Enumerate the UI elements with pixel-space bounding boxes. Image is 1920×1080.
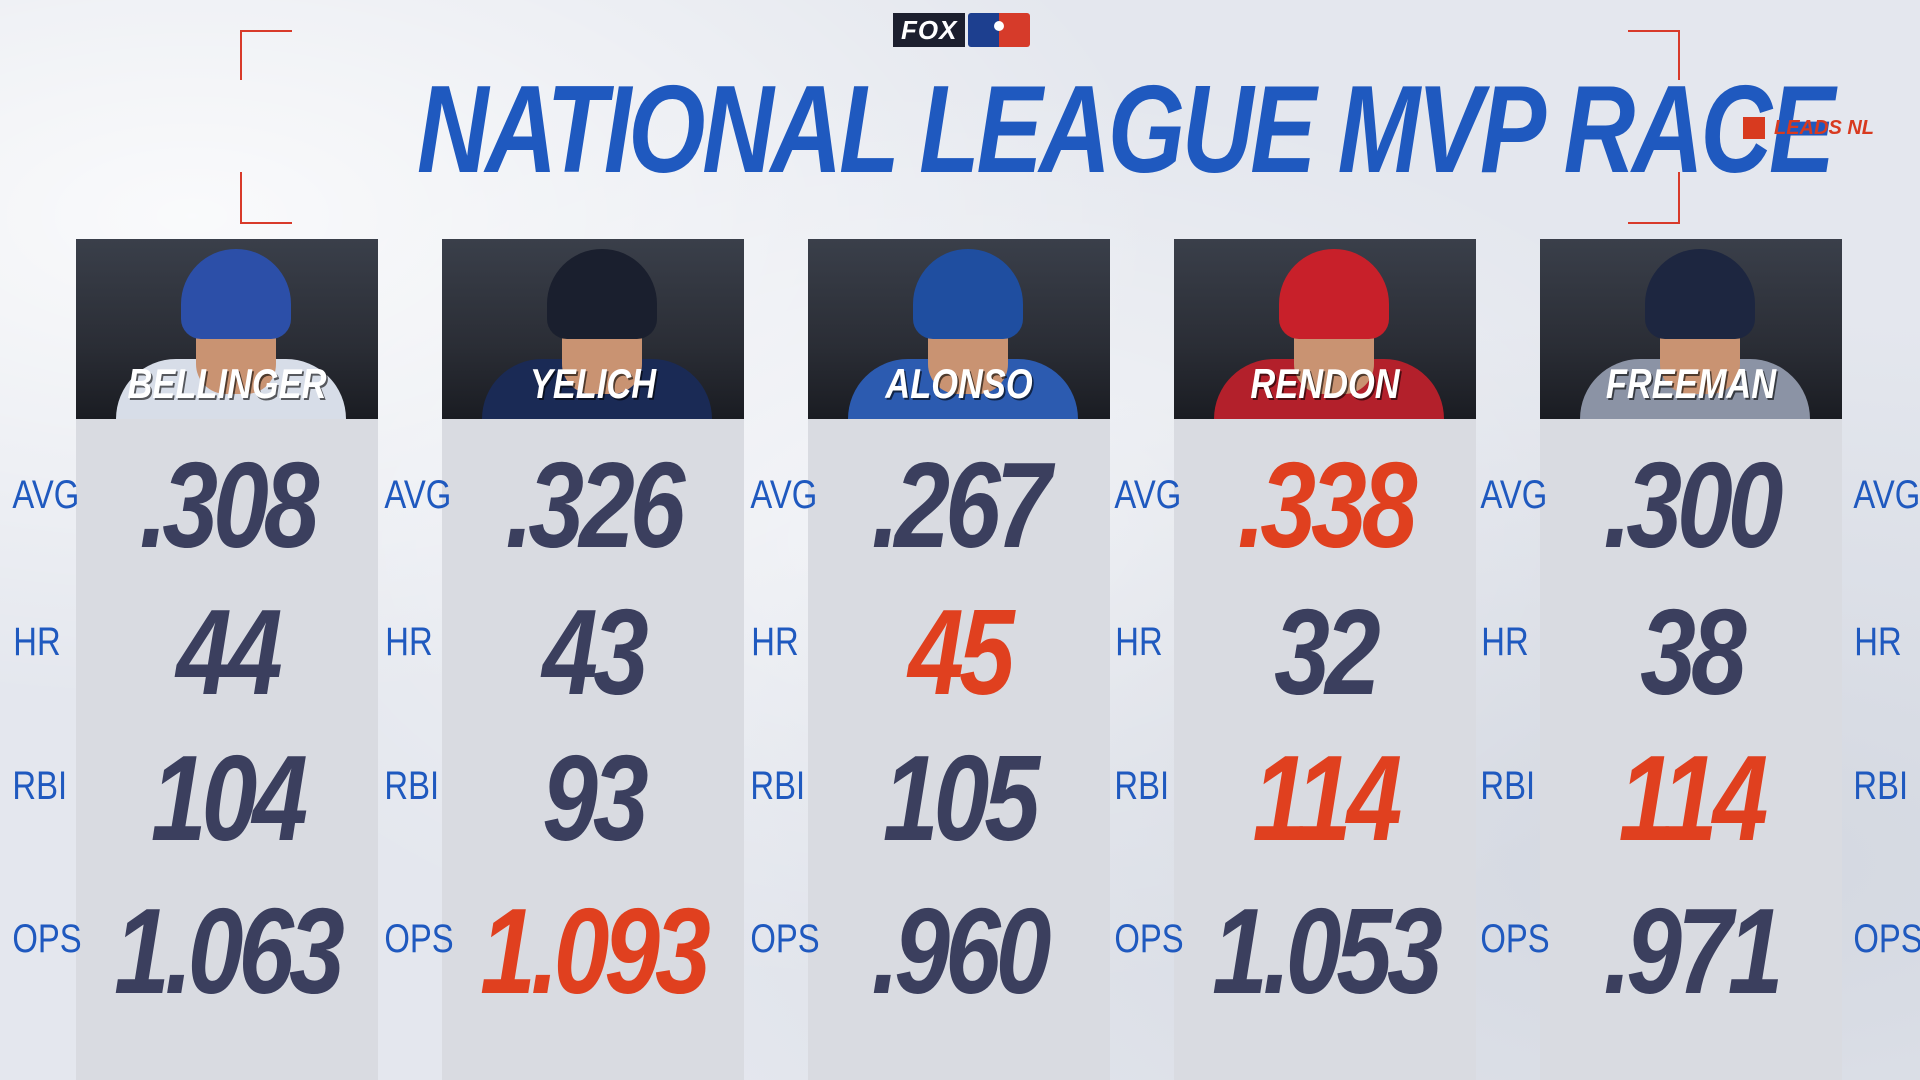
legend: LEADS NL	[1743, 116, 1874, 140]
stat-value-ops: .960	[871, 883, 1051, 1019]
stat-label-avg: AVG	[1853, 473, 1920, 517]
stat-label-avg: AVG	[750, 473, 818, 517]
stat-label-rbi: RBI	[750, 764, 806, 808]
stat-value-avg: .300	[1603, 437, 1783, 573]
stat-label-ops: OPS	[1853, 917, 1920, 961]
stat-label-hr: HR	[1115, 620, 1163, 664]
stat-label-avg: AVG	[1114, 473, 1182, 517]
stat-value-hr: 44	[176, 584, 282, 720]
stat-label-ops: OPS	[12, 917, 82, 961]
stat-label-hr: HR	[13, 620, 61, 664]
stat-label-hr: HR	[1854, 620, 1902, 664]
player-helmet-icon	[547, 249, 657, 339]
stat-value-ops: .971	[1603, 883, 1783, 1019]
player-name: RENDON	[1250, 360, 1400, 407]
player-photo	[808, 239, 1110, 419]
player-helmet-icon	[913, 249, 1023, 339]
stat-label-ops: OPS	[384, 917, 454, 961]
legend-label: LEADS NL	[1774, 116, 1874, 139]
stat-value-avg: .338	[1237, 437, 1417, 573]
title-bracket-top-left	[240, 30, 292, 80]
player-column-bg	[1540, 410, 1842, 1080]
stat-label-rbi: RBI	[1114, 764, 1170, 808]
player-photo	[442, 239, 744, 419]
stat-label-rbi: RBI	[1480, 764, 1536, 808]
title-bracket-top-right	[1628, 30, 1680, 80]
stat-value-hr: 32	[1274, 584, 1380, 720]
stat-value-rbi: 105	[882, 730, 1040, 866]
player-column-bg	[442, 410, 744, 1080]
stat-value-hr: 43	[542, 584, 648, 720]
player-helmet-icon	[181, 249, 291, 339]
stat-label-avg: AVG	[12, 473, 80, 517]
player-name: FREEMAN	[1605, 360, 1777, 407]
stat-label-hr: HR	[385, 620, 433, 664]
stat-label-rbi: RBI	[1853, 764, 1909, 808]
stat-value-ops: 1.063	[114, 883, 345, 1019]
player-card: BELLINGER	[76, 239, 378, 419]
legend-swatch-icon	[1743, 117, 1765, 139]
mlb-logo-icon	[968, 13, 1031, 47]
player-photo	[1174, 239, 1476, 419]
player-card: ALONSO	[808, 239, 1110, 419]
fox-logo: FOX	[893, 13, 966, 47]
player-name: YELICH	[529, 360, 657, 407]
title-bracket-bottom-right	[1628, 172, 1680, 224]
stat-value-avg: .308	[139, 437, 319, 573]
stat-label-hr: HR	[1481, 620, 1529, 664]
stat-label-ops: OPS	[1114, 917, 1184, 961]
player-column-bg	[1174, 410, 1476, 1080]
stat-value-rbi: 93	[542, 730, 648, 866]
player-name: ALONSO	[885, 360, 1033, 407]
player-card: YELICH	[442, 239, 744, 419]
player-helmet-icon	[1645, 249, 1755, 339]
stat-value-avg: .326	[505, 437, 685, 573]
title-bracket-bottom-left	[240, 172, 292, 224]
player-column-bg	[808, 410, 1110, 1080]
player-column-bg	[76, 410, 378, 1080]
player-name: BELLINGER	[127, 360, 327, 407]
stat-label-avg: AVG	[384, 473, 452, 517]
stat-label-rbi: RBI	[12, 764, 68, 808]
stat-value-avg: .267	[871, 437, 1051, 573]
player-helmet-icon	[1279, 249, 1389, 339]
stat-value-rbi: 114	[1252, 730, 1403, 866]
player-card: FREEMAN	[1540, 239, 1842, 419]
stat-value-hr: 45	[908, 584, 1014, 720]
stat-label-ops: OPS	[750, 917, 820, 961]
page-title: NATIONAL LEAGUE MVP RACE	[417, 61, 1835, 199]
stat-label-avg: AVG	[1480, 473, 1548, 517]
stat-value-ops: 1.053	[1212, 883, 1443, 1019]
player-card: RENDON	[1174, 239, 1476, 419]
logo-lockup: FOX	[893, 12, 1031, 48]
stat-label-hr: HR	[751, 620, 799, 664]
stat-label-ops: OPS	[1480, 917, 1550, 961]
stat-value-rbi: 114	[1618, 730, 1769, 866]
stat-value-ops: 1.093	[480, 883, 711, 1019]
stat-value-rbi: 104	[150, 730, 308, 866]
player-photo	[76, 239, 378, 419]
player-photo	[1540, 239, 1842, 419]
stat-value-hr: 38	[1640, 584, 1746, 720]
stat-label-rbi: RBI	[384, 764, 440, 808]
